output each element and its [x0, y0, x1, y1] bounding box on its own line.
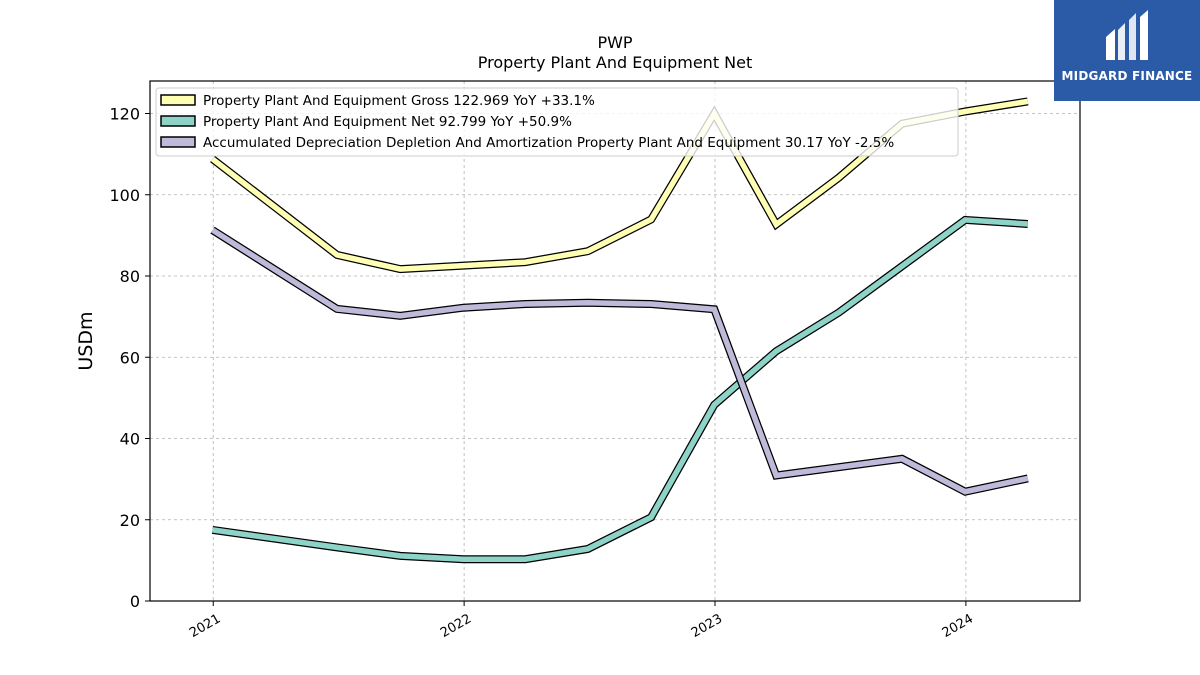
y-tick-label: 60	[120, 348, 140, 367]
y-tick-label: 20	[120, 511, 140, 530]
plot-frame	[149, 80, 1081, 602]
legend-entry: Property Plant And Equipment Net 92.799 …	[160, 114, 572, 130]
x-tick-label: 2024	[940, 611, 976, 641]
y-tick-label: 100	[109, 186, 140, 205]
series-line-outline	[211, 215, 1029, 564]
y-tick-label: 40	[120, 430, 140, 449]
legend-box	[155, 87, 959, 157]
legend-swatch	[160, 136, 196, 148]
legend-entry: Property Plant And Equipment Gross 122.9…	[160, 93, 595, 109]
midgard-m-logo-icon	[1106, 10, 1148, 60]
y-axis-ticks: 0 20 40 60 80 100 120	[109, 105, 150, 611]
brand-name: MIDGARD FINANCE	[1061, 69, 1193, 83]
y-tick-label: 120	[109, 105, 140, 124]
x-tick-label: 2023	[689, 611, 725, 641]
y-tick-label: 80	[120, 267, 140, 286]
series-lines	[210, 97, 1029, 564]
chart-subtitle: Property Plant And Equipment Net	[478, 53, 753, 72]
legend-entry: Accumulated Depreciation Depletion And A…	[160, 135, 894, 151]
series-line-stroke	[211, 227, 1029, 495]
x-tick-label: 2022	[438, 611, 474, 641]
series-line	[211, 215, 1029, 564]
brand-logo: MIDGARD FINANCE	[1054, 0, 1200, 101]
legend: Property Plant And Equipment Gross 122.9…	[155, 87, 959, 157]
y-axis-label: USDm	[75, 311, 97, 370]
y-tick-label: 0	[130, 592, 140, 611]
x-axis-ticks: 2021 2022 2023 2024	[187, 601, 976, 641]
series-line-outline	[210, 226, 1029, 496]
legend-label: Property Plant And Equipment Gross 122.9…	[203, 93, 595, 109]
series-line	[210, 226, 1029, 496]
chart-title: PWP	[597, 33, 632, 52]
legend-swatch	[160, 94, 196, 106]
legend-label: Accumulated Depreciation Depletion And A…	[203, 135, 894, 151]
legend-label: Property Plant And Equipment Net 92.799 …	[203, 114, 572, 130]
x-tick-label: 2021	[187, 611, 223, 641]
series-line-stroke	[212, 217, 1028, 562]
legend-swatch	[160, 115, 196, 127]
grid-lines	[150, 81, 1080, 602]
